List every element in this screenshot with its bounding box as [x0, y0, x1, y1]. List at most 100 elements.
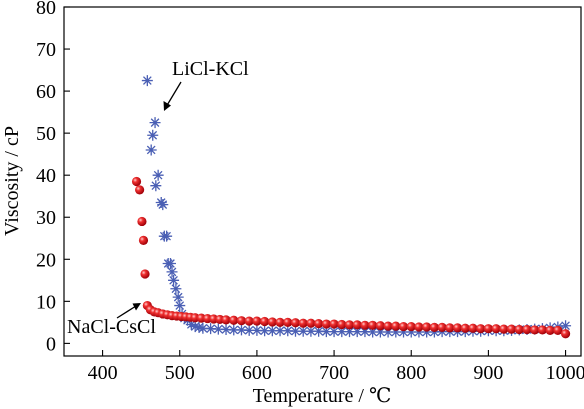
data-point-licl-kcl — [297, 325, 309, 337]
data-point-nacl-cscl — [298, 318, 308, 328]
data-point-nacl-cscl — [545, 325, 555, 335]
data-point-nacl-cscl — [530, 325, 540, 335]
data-point-nacl-cscl — [560, 329, 571, 339]
annotation-licl-kcl-arrowhead — [163, 101, 171, 111]
data-point-licl-kcl — [413, 326, 425, 338]
series-licl-kcl — [141, 75, 572, 338]
data-point-nacl-cscl — [553, 325, 563, 335]
data-point-nacl-cscl — [244, 316, 254, 326]
y-tick-label: 80 — [36, 0, 56, 19]
data-point-licl-kcl — [220, 324, 232, 336]
annotation-nacl-cscl-arrow — [116, 305, 137, 319]
data-point-nacl-cscl — [290, 318, 301, 328]
data-point-nacl-cscl — [140, 269, 150, 279]
data-point-nacl-cscl — [135, 185, 145, 195]
data-point-licl-kcl — [320, 326, 332, 338]
data-point-nacl-cscl — [422, 322, 432, 332]
annotation-licl-kcl-label: LiCl-KCl — [172, 58, 249, 80]
x-tick-label: 700 — [319, 362, 349, 384]
data-point-licl-kcl — [289, 325, 301, 337]
x-tick-label: 1000 — [546, 362, 584, 384]
data-point-nacl-cscl — [344, 320, 355, 330]
data-point-licl-kcl — [141, 75, 153, 87]
data-point-nacl-cscl — [452, 323, 463, 333]
data-point-licl-kcl — [428, 326, 440, 338]
data-point-licl-kcl — [351, 326, 363, 338]
annotation-nacl-cscl: NaCl-CsCl — [67, 303, 156, 338]
data-point-nacl-cscl — [437, 322, 447, 333]
y-tick-label: 10 — [36, 291, 56, 313]
data-point-licl-kcl — [174, 300, 186, 312]
data-point-licl-kcl — [157, 199, 169, 211]
annotation-nacl-cscl-arrowhead — [132, 303, 141, 311]
data-point-licl-kcl — [228, 324, 240, 336]
annotation-nacl-cscl-label: NaCl-CsCl — [67, 316, 156, 338]
annotation-licl-kcl: LiCl-KCl — [163, 58, 249, 111]
data-point-nacl-cscl — [329, 319, 339, 329]
data-point-nacl-cscl — [460, 323, 470, 333]
data-point-licl-kcl — [382, 326, 394, 338]
series-nacl-cscl — [131, 176, 571, 339]
data-point-nacl-cscl — [360, 320, 370, 330]
data-point-nacl-cscl — [522, 324, 532, 335]
data-point-nacl-cscl — [468, 323, 478, 333]
data-point-licl-kcl — [328, 326, 340, 338]
y-tick-label: 0 — [46, 333, 56, 355]
x-tick-label: 800 — [396, 362, 426, 384]
x-tick-label: 500 — [165, 362, 195, 384]
data-point-nacl-cscl — [131, 176, 142, 187]
data-point-nacl-cscl — [306, 318, 316, 328]
data-point-licl-kcl — [150, 180, 162, 192]
data-point-licl-kcl — [168, 274, 180, 286]
data-point-licl-kcl — [367, 326, 379, 338]
data-point-licl-kcl — [147, 129, 159, 141]
data-point-nacl-cscl — [414, 322, 424, 332]
data-point-licl-kcl — [344, 326, 356, 338]
data-point-licl-kcl — [243, 324, 255, 336]
data-point-licl-kcl — [149, 117, 161, 129]
data-point-licl-kcl — [421, 326, 433, 338]
data-point-nacl-cscl — [398, 321, 409, 332]
data-point-licl-kcl — [390, 326, 402, 338]
data-point-licl-kcl — [166, 266, 178, 278]
series-layer — [131, 75, 572, 339]
data-point-licl-kcl — [313, 325, 325, 337]
data-point-nacl-cscl — [267, 317, 277, 327]
data-point-nacl-cscl — [337, 319, 347, 330]
data-point-nacl-cscl — [137, 216, 147, 227]
data-point-licl-kcl — [266, 325, 278, 337]
data-point-nacl-cscl — [229, 315, 239, 325]
data-point-licl-kcl — [212, 323, 224, 335]
data-point-nacl-cscl — [352, 320, 362, 330]
data-point-licl-kcl — [274, 325, 286, 337]
data-point-nacl-cscl — [236, 316, 247, 326]
tick-layer: 400 500 600 700 800 900 1000 0 10 20 30 40 50 60 70 80 — [36, 0, 584, 384]
data-point-nacl-cscl — [321, 319, 331, 329]
data-point-licl-kcl — [189, 321, 201, 333]
y-axis-title: Viscosity / cP — [1, 126, 23, 236]
data-point-nacl-cscl — [260, 316, 270, 327]
x-tick-label: 600 — [242, 362, 272, 384]
data-point-licl-kcl — [172, 291, 184, 303]
data-point-nacl-cscl — [252, 316, 262, 326]
data-point-licl-kcl — [398, 326, 410, 338]
y-tick-label: 40 — [36, 165, 56, 187]
data-point-nacl-cscl — [391, 321, 401, 331]
y-tick-label: 20 — [36, 249, 56, 271]
data-point-nacl-cscl — [491, 324, 501, 334]
data-point-nacl-cscl — [221, 315, 231, 325]
data-point-nacl-cscl — [406, 321, 416, 332]
data-point-nacl-cscl — [383, 321, 393, 331]
data-point-nacl-cscl — [506, 324, 517, 334]
data-point-licl-kcl — [205, 323, 217, 335]
data-point-licl-kcl — [164, 257, 176, 269]
data-point-nacl-cscl — [429, 322, 439, 333]
data-point-nacl-cscl — [275, 317, 285, 327]
data-point-licl-kcl — [405, 326, 417, 338]
data-point-licl-kcl — [197, 322, 209, 334]
data-point-licl-kcl — [251, 324, 263, 336]
data-point-nacl-cscl — [445, 323, 455, 333]
data-point-licl-kcl — [305, 325, 317, 337]
y-tick-label: 50 — [36, 123, 56, 145]
y-tick-label: 70 — [36, 39, 56, 61]
